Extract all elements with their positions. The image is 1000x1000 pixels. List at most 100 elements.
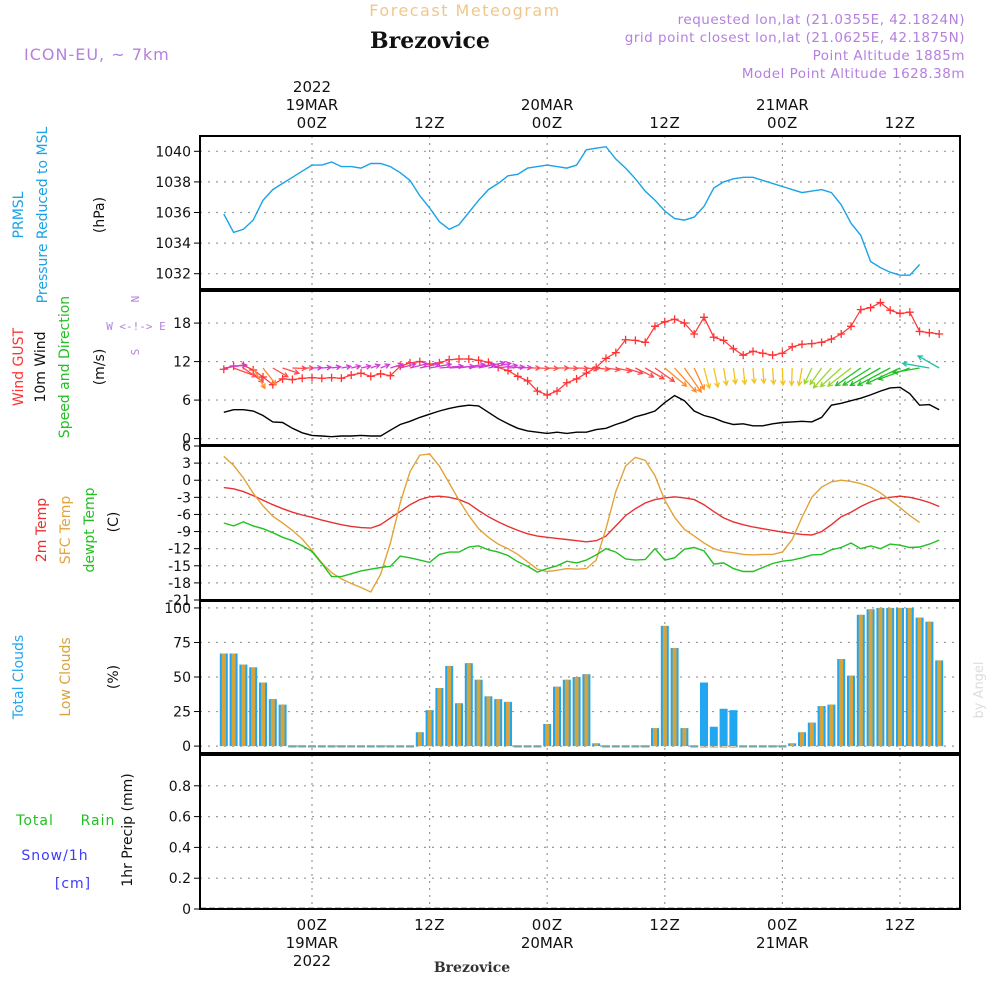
wind-direction-arrow — [891, 367, 920, 375]
panel-frame — [199, 600, 961, 754]
wind-direction-arrow — [809, 367, 823, 386]
low-cloud-bar — [917, 617, 922, 747]
wind-direction-arrow — [351, 363, 362, 370]
gust-marker — [641, 338, 650, 347]
low-cloud-bar — [261, 682, 265, 747]
y-tick-label: -9 — [177, 525, 191, 541]
wind-labels: Wind GUST 10m Wind Speed and Direction (… — [11, 296, 166, 439]
bottom-day-label: 19MAR — [286, 934, 339, 952]
gust-marker — [817, 338, 826, 347]
pressure-msl-label: Pressure Reduced to MSL — [35, 126, 51, 303]
y-tick-label: 0 — [182, 432, 191, 448]
gust-marker — [455, 355, 463, 364]
y-tick-label: 1038 — [155, 175, 191, 191]
low-cloud-bar — [898, 607, 902, 747]
gust-marker — [533, 387, 542, 396]
wind-direction-arrow — [901, 361, 930, 369]
low-cloud-bar — [849, 675, 853, 747]
bottom-hour-label: 00Z — [532, 916, 563, 934]
y-tick-label: 3 — [182, 456, 191, 472]
compass-n: N — [129, 296, 142, 303]
low-cloud-bar — [878, 607, 883, 747]
low-cloud-bar — [280, 704, 285, 747]
gust-marker — [357, 369, 365, 378]
low-cloud-bar — [662, 625, 667, 747]
low-cloud-bar — [241, 664, 246, 747]
wind-direction-arrow — [390, 362, 404, 369]
gust-marker — [553, 387, 561, 396]
wind-direction-arrow — [360, 363, 372, 370]
bottom-day-label: 21MAR — [756, 934, 809, 952]
wind-direction-arrow — [841, 367, 871, 386]
top-day-label: 21MAR — [756, 96, 809, 114]
model-altitude: Model Point Altitude 1628.38m — [742, 66, 965, 82]
gust-marker — [308, 373, 316, 382]
wind-gust-label: Wind GUST — [11, 327, 27, 406]
compass-s: S — [129, 349, 142, 356]
low-cloud-bar — [270, 699, 275, 747]
gust-marker — [798, 340, 806, 349]
wind-direction-arrow — [331, 364, 342, 371]
temperature-panel-data — [223, 453, 940, 593]
gust-marker — [749, 347, 757, 356]
y-tick-label: 1032 — [155, 267, 191, 283]
cloud-panel-data — [219, 607, 944, 748]
low-cloud-bar — [427, 710, 432, 747]
y-tick-label: -21 — [168, 593, 191, 609]
panel-frame — [199, 754, 961, 910]
dewpt-line — [223, 521, 940, 578]
gridpoint-coords: grid point closest lon,lat (21.0625E, 42… — [625, 30, 965, 46]
gust-marker — [288, 375, 297, 384]
gust-marker — [847, 322, 855, 331]
y-tick-label: 0 — [182, 739, 191, 755]
wind-10m-label: 10m Wind — [33, 331, 49, 402]
gust-marker — [778, 349, 787, 358]
y-tick-label: 18 — [173, 316, 191, 332]
wind-direction-arrow — [341, 364, 353, 371]
snow-label: Snow/1h — [21, 848, 88, 864]
wind-direction-arrow — [779, 367, 786, 387]
gust-marker — [415, 357, 424, 366]
wind-direction-arrow — [722, 367, 729, 387]
wind-direction-arrow — [812, 367, 832, 389]
gust-marker — [700, 313, 708, 322]
gust-marker — [366, 372, 375, 381]
y-tick-label: -15 — [168, 559, 191, 575]
pressure-panel: 1032 1034 1036 1038 1040 — [155, 135, 961, 290]
total-clouds-label: Total Clouds — [11, 635, 27, 720]
wind-speed-line — [223, 386, 940, 438]
wind-panel-data — [219, 298, 944, 438]
wind-direction-arrow — [282, 367, 301, 375]
y-tick-label: 6 — [182, 393, 191, 409]
wind-direction-arrow — [488, 361, 513, 369]
wind-direction-arrow — [770, 367, 777, 386]
top-hour-label: 00Z — [767, 114, 798, 132]
wind-direction-arrow — [400, 362, 417, 369]
requested-coords: requested lon,lat (21.0355E, 42.1824N) — [678, 12, 965, 28]
gust-marker — [719, 336, 728, 345]
gust-marker — [523, 376, 532, 385]
y-tick-label: 0.4 — [169, 840, 191, 856]
low-cloud-bar — [594, 743, 599, 747]
y-tick-label: 6 — [182, 439, 191, 455]
gust-marker — [582, 369, 591, 378]
y-tick-label: 0.2 — [169, 871, 191, 887]
low-clouds-label: Low Clouds — [58, 637, 74, 716]
gust-marker — [298, 374, 307, 383]
wind-direction-arrow — [507, 364, 526, 371]
wind-direction-arrow — [865, 367, 901, 385]
gust-marker — [935, 329, 944, 338]
low-cloud-bar — [584, 674, 589, 747]
cm-label: [cm] — [55, 876, 91, 892]
gust-marker — [758, 349, 767, 358]
wind-direction-arrow — [693, 367, 706, 391]
gust-marker — [474, 356, 483, 365]
pressure-panel-data — [223, 145, 921, 276]
wind-direction-arrow — [917, 355, 940, 369]
low-cloud-bar — [672, 647, 677, 747]
y-tick-label: 0 — [182, 473, 191, 489]
percent-unit-label: (%) — [106, 665, 122, 689]
wind-direction-arrow — [674, 367, 698, 393]
wind-direction-arrow — [311, 364, 324, 371]
